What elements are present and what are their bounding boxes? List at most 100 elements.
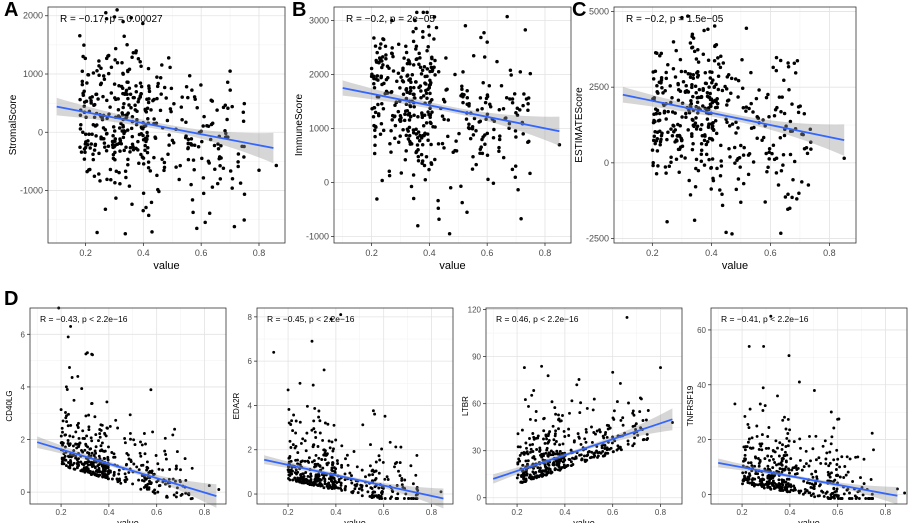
data-point — [139, 64, 143, 68]
data-point — [569, 460, 573, 464]
data-point — [84, 414, 88, 418]
data-point — [414, 473, 418, 477]
data-point — [81, 54, 85, 59]
data-point — [555, 449, 559, 453]
data-point — [373, 110, 378, 115]
data-point — [426, 110, 430, 114]
data-point — [468, 136, 473, 141]
data-point — [686, 90, 691, 94]
data-point — [551, 424, 555, 428]
data-point — [552, 461, 556, 464]
data-point — [380, 101, 384, 106]
data-point — [471, 133, 476, 137]
data-point — [414, 80, 418, 84]
data-point — [219, 143, 223, 148]
data-point — [288, 439, 292, 443]
data-point — [210, 99, 215, 103]
data-point — [328, 446, 332, 450]
data-point — [128, 413, 132, 417]
data-point — [543, 469, 547, 473]
data-point — [125, 477, 129, 481]
x-tick-label: 0.6 — [832, 508, 844, 517]
y-tick-label: 2000 — [309, 70, 329, 80]
data-point — [317, 472, 321, 476]
y-tick-label: 3000 — [309, 16, 329, 26]
data-point — [95, 468, 99, 472]
data-point — [557, 413, 560, 417]
data-point — [720, 192, 724, 197]
data-point — [121, 125, 125, 129]
data-point — [167, 477, 171, 481]
data-point — [90, 439, 94, 443]
data-point — [103, 145, 107, 149]
data-point — [651, 77, 656, 81]
data-point — [138, 81, 143, 85]
data-point — [74, 456, 78, 460]
data-point — [304, 471, 308, 474]
data-point — [403, 157, 408, 162]
data-point — [903, 491, 907, 495]
data-point — [485, 40, 489, 44]
data-point — [123, 169, 128, 173]
data-point — [65, 414, 68, 418]
data-point — [225, 117, 229, 122]
data-point — [601, 454, 605, 458]
data-point — [136, 56, 141, 61]
data-point — [184, 134, 188, 138]
data-point — [95, 230, 99, 235]
data-point — [146, 466, 150, 470]
data-point — [88, 146, 92, 150]
data-point — [826, 470, 830, 474]
data-point — [658, 142, 662, 147]
data-point — [409, 497, 413, 500]
data-point — [398, 474, 402, 478]
data-point — [460, 92, 465, 97]
data-point — [162, 85, 167, 90]
data-point — [829, 410, 833, 414]
data-point — [312, 443, 315, 447]
data-point — [407, 125, 412, 130]
data-point — [109, 177, 113, 182]
data-point — [173, 427, 177, 431]
data-point — [484, 96, 489, 101]
data-point — [521, 103, 525, 108]
data-point — [381, 106, 386, 111]
data-point — [463, 23, 468, 28]
data-point — [611, 450, 615, 454]
data-point — [322, 476, 325, 480]
data-point — [521, 463, 525, 467]
data-point — [754, 96, 759, 101]
data-point — [777, 470, 781, 474]
data-point — [553, 406, 557, 410]
data-point — [373, 143, 377, 148]
data-point — [72, 449, 76, 453]
data-point — [73, 467, 77, 471]
data-point — [778, 467, 782, 471]
data-point — [467, 126, 472, 131]
data-point — [478, 96, 483, 100]
data-point — [421, 10, 426, 15]
data-point — [714, 131, 719, 136]
data-point — [385, 64, 390, 69]
data-point — [368, 464, 372, 468]
data-point — [768, 458, 771, 462]
data-point — [172, 101, 176, 106]
data-point — [786, 432, 790, 435]
data-point — [588, 456, 592, 460]
data-point — [828, 475, 832, 479]
plot-border — [29, 307, 227, 505]
data-point — [750, 483, 754, 487]
x-axis-title: value — [722, 260, 748, 272]
data-point — [186, 95, 190, 100]
data-point — [810, 482, 814, 486]
data-point — [651, 138, 656, 143]
data-point — [63, 433, 67, 437]
data-point — [593, 451, 597, 455]
data-point — [81, 429, 85, 433]
data-point — [79, 122, 83, 127]
data-point — [152, 97, 156, 102]
data-point — [117, 84, 121, 88]
data-point — [159, 92, 163, 96]
data-point — [479, 35, 483, 40]
